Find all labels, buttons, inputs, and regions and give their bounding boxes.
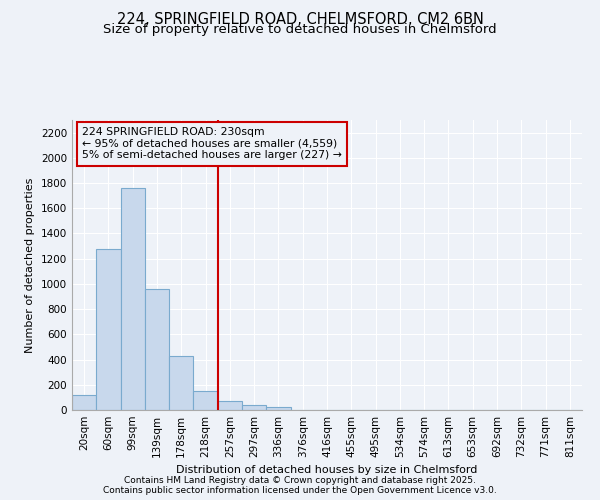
Bar [169,356,193,410]
Bar [193,391,218,410]
Bar [72,395,96,410]
Text: Contains public sector information licensed under the Open Government Licence v3: Contains public sector information licen… [103,486,497,495]
Y-axis label: Number of detached properties: Number of detached properties [25,178,35,352]
Bar [145,289,169,410]
Bar [218,400,242,410]
Bar [96,248,121,410]
Text: 224, SPRINGFIELD ROAD, CHELMSFORD, CM2 6BN: 224, SPRINGFIELD ROAD, CHELMSFORD, CM2 6… [116,12,484,28]
Bar [266,407,290,410]
Bar [121,188,145,410]
Bar [242,405,266,410]
Text: 224 SPRINGFIELD ROAD: 230sqm
← 95% of detached houses are smaller (4,559)
5% of : 224 SPRINGFIELD ROAD: 230sqm ← 95% of de… [82,127,342,160]
X-axis label: Distribution of detached houses by size in Chelmsford: Distribution of detached houses by size … [176,466,478,475]
Text: Contains HM Land Registry data © Crown copyright and database right 2025.: Contains HM Land Registry data © Crown c… [124,476,476,485]
Text: Size of property relative to detached houses in Chelmsford: Size of property relative to detached ho… [103,22,497,36]
